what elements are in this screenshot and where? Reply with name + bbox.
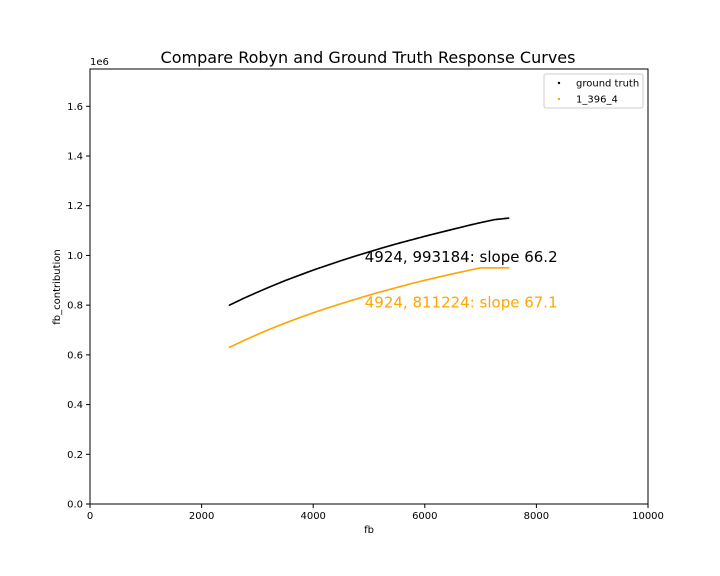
y-tick-label: 1.6 [67,102,83,113]
y-offset-label: 1e6 [90,57,109,68]
y-tick-label: 0.6 [67,350,83,361]
x-tick-label: 10000 [632,511,664,522]
y-tick-label: 0.2 [67,450,83,461]
y-tick-label: 1.4 [67,152,83,163]
y-tick-label: 1.0 [67,251,83,262]
data-point [507,266,510,269]
x-tick-label: 0 [87,511,93,522]
x-axis-label: fb [364,525,374,536]
legend-label: ground truth [576,79,639,90]
x-tick-label: 2000 [189,511,214,522]
y-tick-label: 0.0 [67,500,83,511]
annotation-layer: 4924, 993184: slope 66.2 4924, 811224: sl… [365,248,558,311]
legend-label: 1_396_4 [576,95,618,106]
chart-title: Compare Robyn and Ground Truth Response … [161,48,576,67]
y-tick-label: 1.2 [67,201,83,212]
series-ground-truth [228,217,510,307]
data-point [507,217,510,220]
y-tick-label: 0.8 [67,301,83,312]
y-tick-label: 0.4 [67,400,83,411]
slope-annotation: 4924, 811224: slope 67.1 [365,293,558,311]
slope-annotation: 4924, 993184: slope 66.2 [365,248,558,266]
y-axis-label: fb_contribution [52,249,63,324]
x-tick-label: 8000 [524,511,549,522]
legend-marker [557,81,561,85]
x-axis: 0 2000 4000 6000 8000 10000 [87,504,664,522]
plot-area [89,68,649,505]
x-tick-label: 6000 [412,511,437,522]
series-layer [228,217,510,349]
legend-marker [557,97,561,101]
x-tick-label: 4000 [300,511,325,522]
legend: ground truth 1_396_4 [543,73,644,109]
plot-frame [89,68,649,505]
series-model [228,266,510,349]
y-axis: 0.0 0.2 0.4 0.6 0.8 1.0 1.2 1.4 1.6 [67,102,90,511]
legend-box [543,73,644,109]
